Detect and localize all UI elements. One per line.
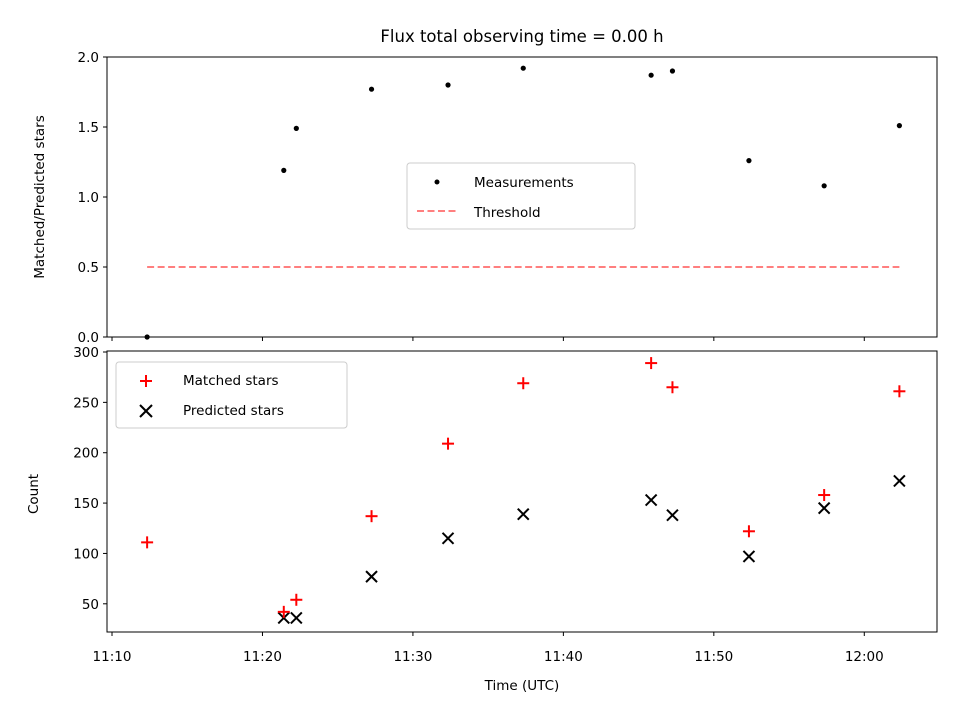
matched-star-point bbox=[141, 536, 154, 549]
predicted-star-point bbox=[441, 532, 455, 545]
matched-star-point bbox=[893, 385, 906, 398]
legend-matched-stars-label: Matched stars bbox=[183, 373, 279, 389]
top-axes-frame bbox=[106, 56, 938, 338]
measurement-point bbox=[520, 65, 526, 71]
top-legend-box bbox=[406, 162, 636, 230]
predicted-star-point bbox=[277, 611, 290, 625]
x-tick-label: 11:40 bbox=[544, 649, 583, 665]
matched-star-point bbox=[742, 525, 755, 538]
x-axis-label: Time (UTC) bbox=[484, 678, 560, 694]
top-y-tick-label: 2.0 bbox=[78, 50, 99, 66]
bottom-y-axis-label: Count bbox=[26, 474, 42, 514]
legend-threshold-label: Threshold bbox=[473, 205, 541, 221]
matched-star-point bbox=[645, 357, 658, 370]
top-chart-title: Flux total observing time = 0.00 h bbox=[380, 27, 663, 46]
legend-predicted-stars-label: Predicted stars bbox=[183, 403, 284, 419]
legend-predicted-stars-marker bbox=[139, 404, 153, 418]
bottom-y-tick-label: 200 bbox=[73, 446, 99, 462]
measurement-point bbox=[821, 183, 827, 189]
predicted-star-point bbox=[817, 501, 831, 515]
matched-star-point bbox=[818, 489, 831, 502]
measurement-point bbox=[293, 125, 299, 131]
measurement-point bbox=[648, 72, 654, 78]
bottom-y-tick-label: 150 bbox=[73, 496, 99, 512]
matched-star-point bbox=[442, 437, 455, 450]
x-tick-label: 11:10 bbox=[93, 649, 132, 665]
bottom-y-tick-label: 300 bbox=[73, 345, 99, 361]
x-tick-label: 11:50 bbox=[694, 649, 733, 665]
top-plot-marks bbox=[144, 65, 902, 340]
top-y-tick-label: 1.0 bbox=[78, 190, 99, 206]
top-y-axis-label: Matched/Predicted stars bbox=[32, 115, 48, 278]
bottom-y-tick-label: 250 bbox=[73, 395, 99, 411]
bottom-legend-box bbox=[115, 361, 348, 429]
bottom-y-tick-label: 50 bbox=[82, 597, 99, 613]
matched-star-point bbox=[517, 377, 530, 390]
x-tick-label: 11:30 bbox=[393, 649, 432, 665]
matched-star-point bbox=[365, 510, 378, 523]
predicted-star-point bbox=[893, 474, 906, 488]
x-tick-label: 11:20 bbox=[243, 649, 282, 665]
predicted-star-point bbox=[644, 493, 658, 507]
matched-star-point bbox=[277, 605, 290, 618]
matched-star-point bbox=[290, 593, 303, 606]
predicted-star-point bbox=[290, 611, 303, 625]
predicted-star-point bbox=[517, 507, 530, 521]
measurement-point bbox=[746, 158, 752, 164]
measurement-point bbox=[368, 86, 375, 92]
bottom-y-tick-label: 100 bbox=[73, 546, 99, 562]
predicted-star-point bbox=[742, 550, 756, 563]
measurement-point bbox=[669, 68, 676, 74]
legend-measurements-label: Measurements bbox=[474, 175, 574, 191]
matched-star-point bbox=[666, 381, 679, 394]
predicted-star-point bbox=[365, 570, 378, 583]
legend-matched-stars-marker bbox=[140, 375, 152, 387]
predicted-star-point bbox=[666, 508, 679, 522]
top-panel: 0.00.51.01.52.0 Matched/Predicted stars … bbox=[32, 50, 938, 346]
x-tick-label: 12:00 bbox=[845, 649, 884, 665]
top-y-tick-label: 1.5 bbox=[78, 120, 99, 136]
top-y-tick-label: 0.5 bbox=[78, 260, 99, 276]
bottom-legend: Matched stars Predicted stars bbox=[115, 361, 348, 429]
bottom-axes-frame bbox=[106, 350, 938, 633]
top-y-tick-label: 0.0 bbox=[78, 330, 99, 346]
measurement-point bbox=[445, 82, 451, 88]
top-legend: Measurements Threshold bbox=[406, 162, 636, 230]
measurement-point bbox=[896, 123, 902, 129]
bottom-ticks: 50 100 150 200 250 300 11:10 11:20 11:30 11:40 11:… bbox=[73, 345, 884, 665]
measurement-point bbox=[281, 167, 287, 173]
bottom-plot-marks bbox=[141, 357, 906, 625]
top-ticks: 0.0 0.5 1.0 1.5 2.0 bbox=[78, 50, 865, 346]
legend-measurements-marker bbox=[434, 179, 440, 185]
bottom-panel: 50 100 150 200 250 300 11:10 11:20 11:30 11:40 11:… bbox=[26, 345, 938, 694]
